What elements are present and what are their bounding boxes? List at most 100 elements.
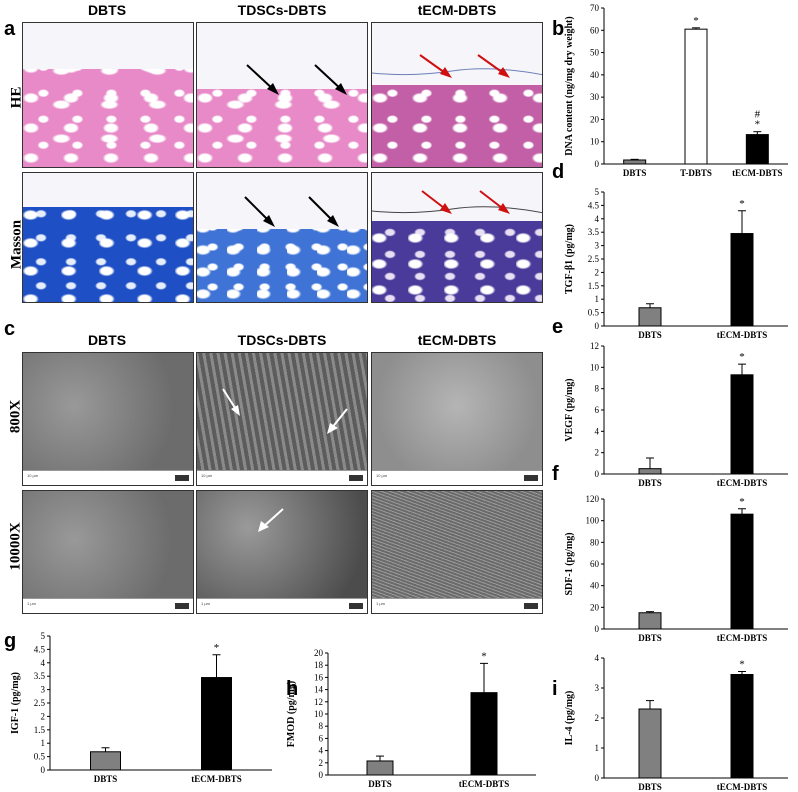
y-tick-label: 3.5	[34, 671, 46, 681]
micrograph-he-tecm	[371, 22, 543, 168]
significance-mark: *	[739, 198, 745, 210]
x-tick-label: tECM-DBTS	[732, 168, 783, 178]
bar	[638, 708, 662, 779]
significance-mark: *	[739, 496, 745, 508]
y-tick-label: 0	[41, 765, 46, 775]
y-tick-label: 10	[590, 362, 600, 372]
y-axis-title: DNA content (ng/mg dry weight)	[564, 16, 575, 155]
y-tick-label: 1	[595, 743, 600, 753]
bar	[366, 760, 394, 776]
x-tick-label: DBTS	[638, 478, 662, 488]
sem-col-title-dbts: DBTS	[87, 332, 127, 348]
chart-e: 0 2 4 6 8 10 12 VEGF (pg/mg) DBTS tECM-DBTS *	[564, 341, 788, 488]
bar	[745, 134, 769, 165]
bar	[470, 692, 498, 776]
bar	[730, 233, 754, 327]
sem-10000x-dbts: 1 µm	[22, 490, 194, 614]
y-tick-label: 0.5	[34, 752, 46, 762]
x-tick-label: DBTS	[638, 330, 662, 340]
y-tick-label: 0.5	[588, 308, 600, 318]
y-tick-label: 10	[314, 709, 324, 719]
y-tick-label: 40	[590, 581, 600, 591]
chart-h: 0 2 4 6 8 10 12 14 16 18 20 FMOD (pg/mg) DBTS tECM-DB…	[286, 648, 536, 789]
bar	[684, 28, 708, 165]
panel-label-f: f	[552, 463, 559, 485]
y-tick-label: 3	[595, 683, 600, 693]
black-arrows-masson	[244, 196, 339, 227]
chart-i: 0 1 2 3 4 IL-4 (pg/mg) DBTS tECM-DBTS *	[564, 653, 788, 790]
x-tick-label: tECM-DBTS	[459, 779, 510, 789]
significance-mark: *	[755, 119, 761, 131]
y-tick-label: 16	[314, 672, 324, 682]
y-tick-label: 4.5	[588, 200, 600, 210]
y-tick-label: 3.5	[588, 227, 600, 237]
y-tick-label: 70	[590, 3, 600, 13]
histology-col-title-tdscs: TDSCs-DBTS	[237, 2, 327, 18]
x-tick-label: tECM-DBTS	[717, 330, 768, 340]
chart-b: 0 10 20 30 40 50 60 70 DNA content (ng/mg dry we…	[564, 3, 788, 178]
bar	[730, 374, 754, 475]
sem-10000x-tdscs: 1 µm	[196, 490, 368, 614]
y-tick-label: 3	[41, 685, 46, 695]
white-arrow-sem-hi	[258, 508, 284, 532]
histology-col-title-dbts: DBTS	[87, 2, 127, 18]
red-arrows	[372, 54, 542, 78]
micrograph-masson-tecm	[371, 172, 543, 303]
sem-800x-dbts: 10 µm	[22, 352, 194, 486]
y-axis-title: IL-4 (pg/mg)	[564, 691, 575, 746]
y-tick-label: 12	[590, 341, 599, 351]
panel-label-e: e	[552, 316, 564, 338]
y-tick-label: 40	[590, 70, 600, 80]
y-tick-label: 4	[595, 653, 600, 663]
x-tick-label: DBTS	[368, 779, 392, 789]
y-tick-label: 2	[595, 713, 600, 723]
y-tick-label: 20	[590, 114, 600, 124]
significance-mark: *	[481, 650, 487, 662]
panel-label-h: h	[286, 678, 299, 700]
panel-label-c: c	[4, 318, 16, 340]
y-tick-label: 12	[314, 697, 323, 707]
sem-800x-tdscs: 10 µm	[196, 352, 368, 486]
y-tick-label: 1	[41, 738, 46, 748]
y-tick-label: 5	[595, 187, 600, 197]
x-tick-label: tECM-DBTS	[717, 633, 768, 643]
y-tick-label: 18	[314, 660, 324, 670]
y-axis-title: TGF-β1 (pg/mg)	[564, 224, 575, 294]
y-axis-title: SDF-1 (pg/mg)	[564, 532, 575, 595]
bar	[638, 612, 662, 630]
y-tick-label: 6	[319, 733, 324, 743]
panel-label-b: b	[552, 18, 565, 40]
y-tick-label: 0	[595, 469, 600, 479]
panel-label-g: g	[4, 630, 17, 652]
y-tick-label: 50	[590, 48, 600, 58]
significance-mark: *	[739, 351, 745, 363]
y-tick-label: 2	[319, 758, 324, 768]
y-axis-title: VEGF (pg/mg)	[564, 378, 575, 441]
y-tick-label: 1.5	[588, 281, 600, 291]
y-tick-label: 60	[590, 25, 600, 35]
bar	[638, 468, 662, 475]
micrograph-he-tdscs	[196, 22, 368, 168]
bar	[201, 677, 232, 771]
x-tick-label: DBTS	[623, 168, 647, 178]
y-axis-title: FMOD (pg/mg)	[286, 681, 297, 747]
x-tick-label: tECM-DBTS	[191, 774, 242, 784]
sem-col-title-tecm: tECM-DBTS	[417, 332, 497, 348]
sem-800x-tecm: 10 µm	[371, 352, 543, 486]
chart-g: 0 0.5 1 1.5 2 2.5 3 3.5 4 4.5 5 IGF-1 (pg/mg) DBTS tE…	[10, 631, 272, 784]
y-tick-label: 2.5	[588, 254, 600, 264]
sem-col-title-tdscs: TDSCs-DBTS	[237, 332, 327, 348]
y-tick-label: 20	[590, 602, 600, 612]
y-tick-label: 8	[595, 384, 600, 394]
black-arrows	[246, 64, 347, 95]
bar	[90, 751, 121, 771]
chart-d: 0 0.5 1 1.5 2 2.5 3 3.5 4 4.5 5 TGF-β1 (pg/mg) DBTS t…	[564, 187, 788, 340]
x-tick-label: DBTS	[638, 633, 662, 643]
white-arrows-sem	[222, 388, 348, 434]
y-tick-label: 8	[319, 721, 324, 731]
y-tick-label: 5	[41, 631, 46, 641]
y-tick-label: 4	[41, 658, 46, 668]
x-tick-label: DBTS	[94, 774, 118, 784]
y-tick-label: 2.5	[34, 698, 46, 708]
y-tick-label: 14	[314, 685, 324, 695]
